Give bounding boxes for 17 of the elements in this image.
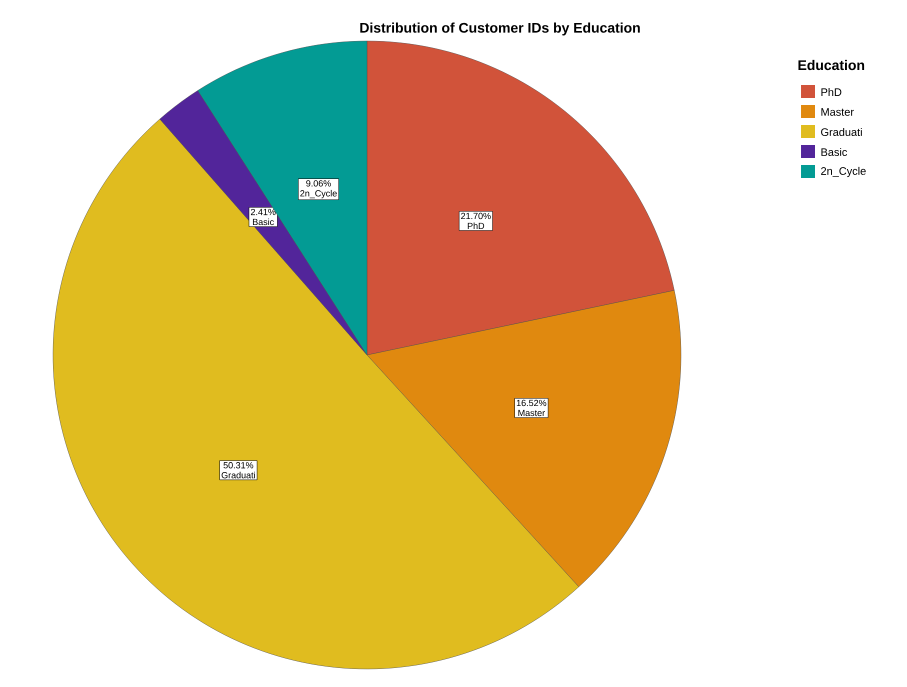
legend-label: PhD [821,88,842,96]
legend-label: Master [821,108,854,116]
data-label: 9.06% [306,180,331,187]
slice-label: Basic [252,218,274,226]
chart-title: Distribution of Customer IDs by Education [360,22,640,36]
legend-label: Basic [821,148,848,156]
legend-label: Graduati [821,128,862,136]
slice-label: Master [518,410,545,416]
slice-label: PhD [468,222,484,230]
data-label: 16.52% [516,400,546,406]
slice-label: 2n_Cycle [300,190,337,198]
slice-label: Graduati [222,472,255,478]
data-label: 50.31% [224,462,254,468]
data-label: 21.70% [461,212,491,220]
data-label: 2.41% [250,208,276,216]
legend-title: Education [798,60,864,70]
legend-label: 2n_Cycle [821,166,866,178]
